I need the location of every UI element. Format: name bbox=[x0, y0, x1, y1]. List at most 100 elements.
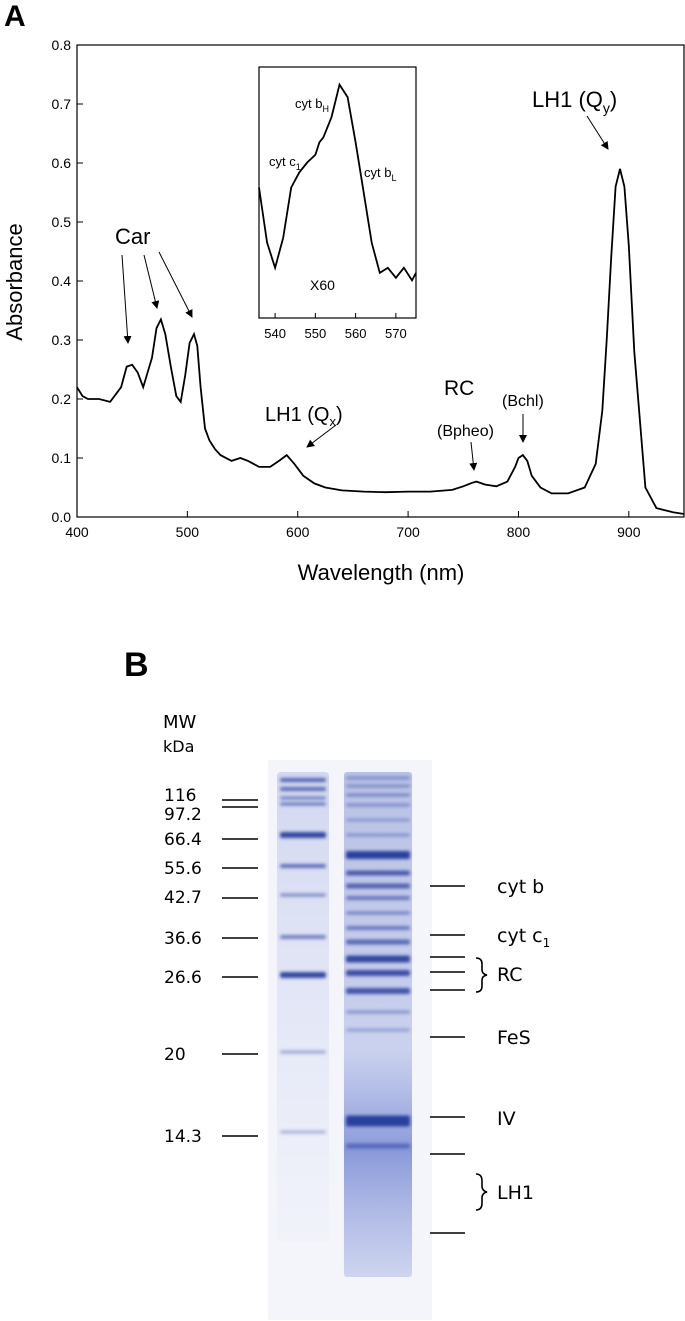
x-axis-label: Wavelength (nm) bbox=[298, 560, 465, 585]
sample-lane-bands bbox=[346, 776, 410, 1149]
marker-label-97-2: 97.2 bbox=[164, 805, 202, 825]
mw-header: MW bbox=[163, 712, 197, 733]
arrow-car-2 bbox=[143, 254, 160, 309]
sample-band bbox=[346, 939, 410, 945]
mw-marker-lines bbox=[222, 799, 258, 1137]
sample-band bbox=[346, 1010, 410, 1014]
marker-label-14-3: 14.3 bbox=[164, 1127, 202, 1147]
y-tick-label: 0.6 bbox=[52, 155, 72, 171]
band-label-iv: IV bbox=[497, 1108, 516, 1130]
marker-band bbox=[280, 893, 326, 897]
inset-x-tick-label: 540 bbox=[264, 326, 286, 341]
sample-band bbox=[346, 970, 410, 976]
arrow-lh1-qy bbox=[586, 115, 609, 150]
sample-band bbox=[346, 988, 410, 994]
x-tick-label: 800 bbox=[507, 524, 531, 540]
absorbance-spectrum-chart: 0.0 0.1 0.2 0.3 0.4 0.5 0.6 0.7 0.8 400 500 600 700… bbox=[2, 37, 685, 585]
inset-x-tick-label: 560 bbox=[345, 326, 367, 341]
annotation-lh1-qx: LH1 (Qx) bbox=[265, 404, 343, 429]
sample-band bbox=[346, 776, 410, 780]
marker-band bbox=[280, 1130, 326, 1134]
sample-band bbox=[346, 896, 410, 900]
marker-label-42-7: 42.7 bbox=[164, 888, 202, 908]
sample-band bbox=[346, 1028, 410, 1032]
arrow-car-1 bbox=[121, 254, 132, 344]
sample-band bbox=[346, 851, 410, 859]
x-tick-label: 400 bbox=[65, 524, 89, 540]
sds-page-gel-figure: MW kDa 116 97.2 66.4 55.6 42.7 36.6 26.6… bbox=[163, 712, 550, 1320]
marker-band bbox=[280, 1050, 326, 1054]
sample-band bbox=[346, 818, 410, 822]
arrow-car-3 bbox=[158, 251, 193, 318]
mw-marker-labels: 116 97.2 66.4 55.6 42.7 36.6 26.6 20 14.… bbox=[164, 786, 202, 1147]
marker-band bbox=[280, 802, 326, 806]
sample-lane bbox=[344, 772, 412, 1277]
marker-band bbox=[280, 864, 326, 868]
marker-lane bbox=[277, 772, 329, 1242]
marker-label-26-6: 26.6 bbox=[164, 968, 202, 988]
marker-label-116: 116 bbox=[164, 786, 196, 806]
marker-label-55-6: 55.6 bbox=[164, 859, 202, 879]
brace-lh1 bbox=[475, 1173, 488, 1211]
sample-band bbox=[346, 926, 410, 930]
y-tick-label: 0.0 bbox=[52, 509, 72, 525]
inset-x-tick-label: 570 bbox=[385, 326, 407, 341]
band-label-cyt-b: cyt b bbox=[497, 876, 544, 898]
x-tick-label: 900 bbox=[617, 524, 641, 540]
marker-band bbox=[280, 778, 326, 782]
sample-band bbox=[346, 793, 410, 797]
inset-frame bbox=[258, 66, 417, 319]
absorbance-line bbox=[76, 168, 685, 515]
y-tick-label: 0.8 bbox=[52, 37, 72, 53]
band-label-fes: FeS bbox=[497, 1027, 531, 1049]
y-tick-label: 0.5 bbox=[52, 214, 72, 230]
band-label-cyt-c1: cyt c1 bbox=[497, 925, 550, 950]
inset-line bbox=[258, 82, 417, 283]
brace-rc bbox=[475, 957, 488, 993]
annotation-car: Car bbox=[115, 224, 150, 249]
x-tick-label: 700 bbox=[396, 524, 420, 540]
annotation-rc: RC bbox=[444, 377, 474, 400]
marker-band bbox=[280, 787, 326, 791]
y-tick-label: 0.2 bbox=[52, 391, 72, 407]
y-tick-label: 0.7 bbox=[52, 96, 72, 112]
inset-scale-label: X60 bbox=[310, 277, 335, 293]
band-annotation-lines bbox=[430, 885, 465, 1234]
sample-band bbox=[346, 1143, 410, 1149]
marker-label-20: 20 bbox=[164, 1045, 186, 1065]
marker-label-36-6: 36.6 bbox=[164, 929, 202, 949]
annotation-bpheo: (Bpheo) bbox=[437, 423, 494, 440]
inset-label-cyt-bl: cyt bL bbox=[364, 165, 396, 183]
y-axis-ticks: 0.0 0.1 0.2 0.3 0.4 0.5 0.6 0.7 0.8 bbox=[52, 37, 83, 525]
x-tick-label: 600 bbox=[286, 524, 310, 540]
sample-band bbox=[346, 955, 410, 963]
marker-band bbox=[280, 796, 326, 800]
sample-band bbox=[346, 883, 410, 889]
sample-band bbox=[346, 784, 410, 788]
sample-band bbox=[346, 911, 410, 915]
panel-a-label: A bbox=[4, 0, 26, 33]
annotation-lh1-qy: LH1 (Qy) bbox=[532, 87, 617, 116]
marker-lane-bands bbox=[280, 778, 326, 1134]
marker-band bbox=[280, 832, 326, 838]
sample-band bbox=[346, 833, 410, 837]
arrow-lh1-qx bbox=[306, 424, 337, 448]
inset-x-ticks: 540 550 560 570 bbox=[264, 313, 407, 341]
y-tick-label: 0.4 bbox=[52, 273, 72, 289]
x-axis-ticks: 400 500 600 700 800 900 bbox=[65, 511, 641, 540]
sample-band bbox=[346, 1115, 410, 1127]
marker-band bbox=[280, 935, 326, 939]
mw-unit: kDa bbox=[163, 737, 194, 756]
band-label-rc: RC bbox=[497, 964, 523, 986]
sample-band bbox=[346, 803, 410, 807]
marker-band bbox=[280, 972, 326, 978]
y-axis-label: Absorbance bbox=[2, 223, 27, 340]
inset-x-tick-label: 550 bbox=[305, 326, 327, 341]
arrow-bpheo bbox=[469, 441, 478, 471]
annotation-bchl: (Bchl) bbox=[502, 393, 544, 410]
inset-label-cyt-bh: cyt bH bbox=[295, 96, 329, 114]
marker-label-66-4: 66.4 bbox=[164, 830, 202, 850]
sample-band bbox=[346, 870, 410, 876]
band-label-lh1: LH1 bbox=[497, 1182, 534, 1204]
y-tick-label: 0.1 bbox=[52, 450, 72, 466]
